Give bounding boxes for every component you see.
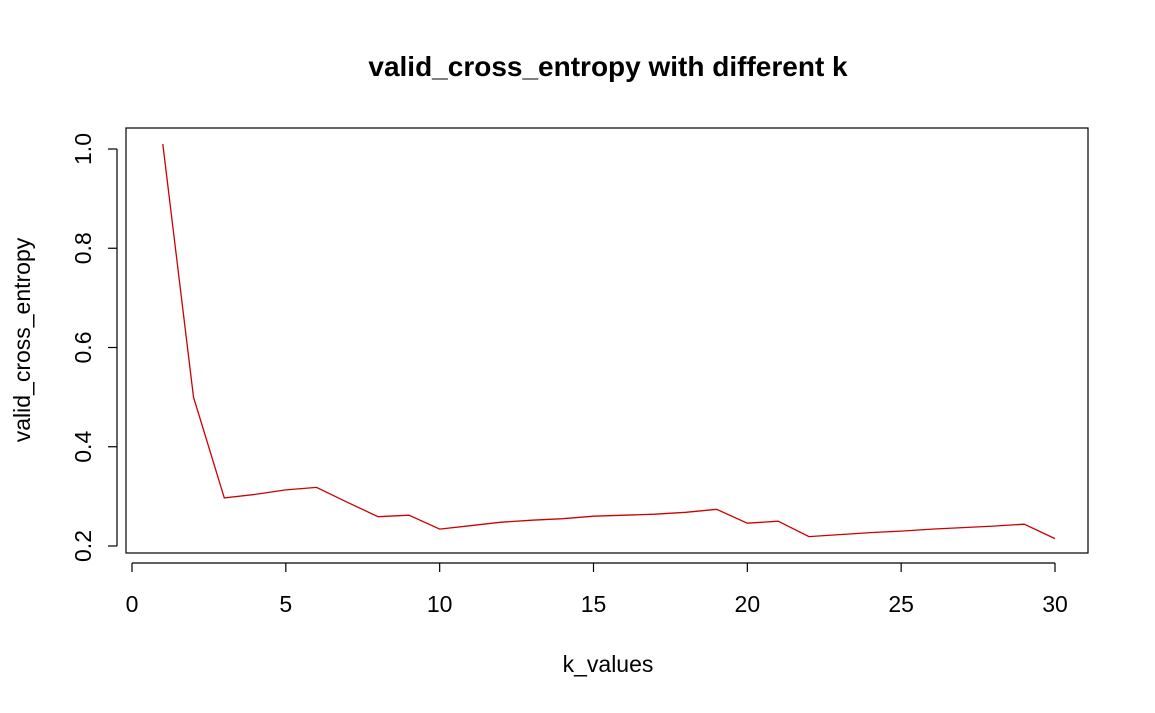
- data-point: [162, 143, 164, 145]
- data-point: [685, 511, 687, 513]
- data-point: [962, 527, 964, 529]
- data-point: [439, 528, 441, 530]
- data-point: [469, 525, 471, 527]
- x-tick-label: 15: [581, 591, 607, 617]
- data-point: [500, 521, 502, 523]
- y-tick-label: 0.2: [70, 530, 96, 562]
- data-point: [808, 536, 810, 538]
- data-point: [654, 513, 656, 515]
- data-point: [746, 522, 748, 524]
- x-tick-label: 30: [1042, 591, 1068, 617]
- data-point: [777, 520, 779, 522]
- data-point: [193, 396, 195, 398]
- data-point: [377, 516, 379, 518]
- data-point: [531, 519, 533, 521]
- y-tick-label: 1.0: [70, 133, 96, 165]
- y-tick-label: 0.8: [70, 232, 96, 264]
- data-point: [992, 525, 994, 527]
- y-axis-label: valid_cross_entropy: [9, 237, 35, 442]
- x-tick-label: 10: [427, 591, 453, 617]
- data-point: [869, 532, 871, 534]
- data-point: [562, 518, 564, 520]
- x-tick-label: 5: [279, 591, 292, 617]
- data-point: [316, 486, 318, 488]
- data-point: [1054, 538, 1056, 540]
- data-point: [931, 528, 933, 530]
- data-point: [254, 493, 256, 495]
- series-layer: [162, 143, 1056, 540]
- y-axis: 0.2 0.4 0.6 0.8 1.0: [70, 133, 118, 562]
- x-tick-label: 25: [888, 591, 914, 617]
- y-tick-label: 0.6: [70, 332, 96, 364]
- data-point: [593, 515, 595, 517]
- chart-title: valid_cross_entropy with different k: [368, 51, 848, 82]
- data-point: [346, 501, 348, 503]
- plot-area-border: [125, 127, 1089, 554]
- x-tick-label: 0: [126, 591, 139, 617]
- x-axis-label: k_values: [563, 651, 654, 677]
- data-point: [900, 530, 902, 532]
- data-point: [716, 508, 718, 510]
- data-point: [408, 514, 410, 516]
- x-axis: 0 5 10 15 20 25 30: [126, 562, 1068, 617]
- y-tick-label: 0.4: [70, 431, 96, 463]
- x-tick-label: 20: [735, 591, 761, 617]
- series-line: [162, 143, 1056, 540]
- data-point: [1023, 523, 1025, 525]
- data-point: [223, 497, 225, 499]
- data-point: [839, 534, 841, 536]
- data-point: [623, 514, 625, 516]
- data-point: [285, 489, 287, 491]
